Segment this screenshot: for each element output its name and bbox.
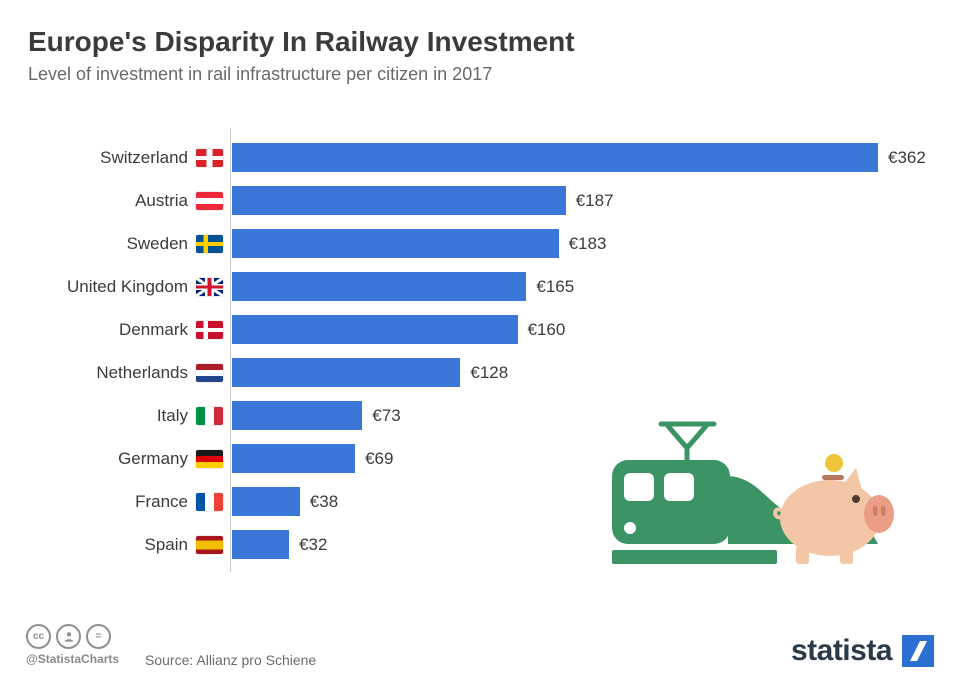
bar: [232, 143, 878, 172]
flag-cell: [188, 535, 230, 554]
chart-rows: Switzerland €362 Austria €187 Sweden €183 Unit…: [28, 136, 932, 566]
bar-track: €38: [230, 487, 932, 516]
value-label: €183: [568, 233, 607, 253]
statista-charts-handle: @StatistaCharts: [26, 652, 120, 666]
statista-logo-icon: [902, 635, 934, 667]
y-axis-line: [230, 128, 231, 572]
value-label: €69: [365, 448, 394, 468]
value-label: €362: [888, 147, 926, 167]
statista-slash-icon: [910, 641, 927, 661]
country-label: Germany: [118, 448, 188, 468]
value-label: €128: [470, 362, 509, 382]
value-label: €32: [299, 534, 328, 554]
bar-track: €187: [230, 186, 932, 215]
equals-icon-label: =: [95, 631, 102, 642]
country-label: Denmark: [119, 319, 188, 339]
flag-cell: [188, 363, 230, 382]
bar-track: €32: [230, 530, 932, 559]
equals-icon: =: [86, 624, 111, 649]
chart-row: Switzerland €362: [28, 136, 932, 179]
chart-row: Netherlands €128: [28, 351, 932, 394]
chart-row: Italy €73: [28, 394, 932, 437]
flag-cell: [188, 277, 230, 296]
person-icon: [64, 631, 73, 642]
value-label: €165: [536, 276, 575, 296]
value-label: €73: [372, 405, 401, 425]
chart-row: Sweden €183: [28, 222, 932, 265]
cc-license-icons: cc =: [26, 624, 111, 649]
bar-track: €160: [230, 315, 932, 344]
country-label: France: [135, 491, 188, 511]
bar-track: €362: [230, 143, 932, 172]
sweden-flag-icon: [195, 234, 223, 253]
bar: [232, 401, 363, 430]
flag-cell: [188, 191, 230, 210]
bar: [232, 229, 559, 258]
page-title: Europe's Disparity In Railway Investment: [28, 26, 575, 57]
value-label: €160: [527, 319, 566, 339]
denmark-flag-icon: [195, 320, 223, 339]
country-label: Spain: [144, 534, 188, 554]
value-label: €187: [575, 190, 614, 210]
page-subtitle: Level of investment in rail infrastructu…: [28, 64, 493, 84]
cc-icon: cc: [26, 624, 51, 649]
statista-logo: statista: [791, 634, 934, 668]
source-text: Source: Allianz pro Schiene: [145, 652, 317, 668]
country-label: Austria: [135, 190, 188, 210]
spain-flag-icon: [195, 535, 223, 554]
country-label: Italy: [156, 405, 188, 425]
cc-icon-label: cc: [32, 631, 45, 642]
flag-cell: [188, 492, 230, 511]
bar-chart: Switzerland €362 Austria €187 Sweden €183 Unit…: [28, 128, 932, 572]
flag-cell: [188, 234, 230, 253]
germany-flag-icon: [195, 449, 223, 468]
switzerland-flag-icon: [195, 148, 223, 167]
chart-row: France €38: [28, 480, 932, 523]
italy-flag-icon: [195, 406, 223, 425]
attribution-icon: [56, 624, 81, 649]
bar: [232, 272, 527, 301]
bar-track: €183: [230, 229, 932, 258]
country-label: Sweden: [126, 233, 188, 253]
country-label: United Kingdom: [67, 276, 188, 296]
bar: [232, 530, 290, 559]
chart-row: Germany €69: [28, 437, 932, 480]
chart-row: Austria €187: [28, 179, 932, 222]
flag-cell: [188, 449, 230, 468]
united-kingdom-flag-icon: [195, 277, 223, 296]
bar-track: €128: [230, 358, 932, 387]
country-label: Switzerland: [100, 147, 188, 167]
value-label: €38: [309, 491, 339, 511]
chart-row: Denmark €160: [28, 308, 932, 351]
bar-track: €69: [230, 444, 932, 473]
bar-track: €165: [230, 272, 932, 301]
france-flag-icon: [195, 492, 223, 511]
chart-row: Spain €32: [28, 523, 932, 566]
bar-track: €73: [230, 401, 932, 430]
netherlands-flag-icon: [195, 363, 223, 382]
chart-row: United Kingdom €165: [28, 265, 932, 308]
bar: [232, 186, 566, 215]
bar: [232, 315, 518, 344]
flag-cell: [188, 406, 230, 425]
statista-wordmark: statista: [790, 634, 893, 667]
austria-flag-icon: [195, 191, 223, 210]
flag-cell: [188, 320, 230, 339]
bar: [232, 444, 356, 473]
country-label: Netherlands: [96, 362, 188, 382]
bar: [232, 358, 461, 387]
flag-cell: [188, 148, 230, 167]
bar: [232, 487, 300, 516]
